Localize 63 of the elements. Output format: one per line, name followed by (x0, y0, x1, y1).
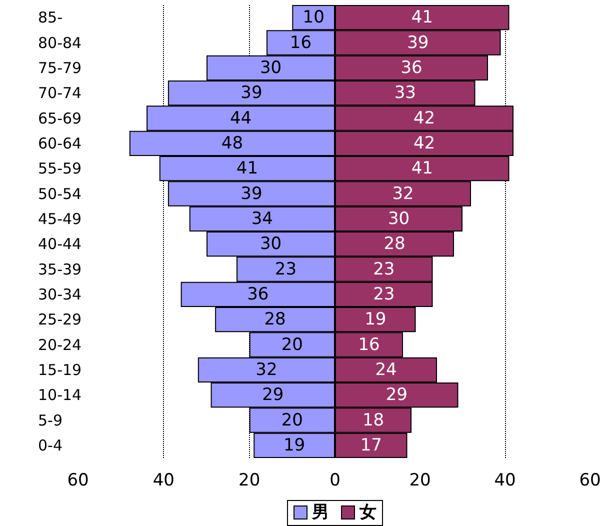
data-label: 42 (413, 108, 436, 128)
data-label: 16 (358, 334, 380, 355)
data-label: 32 (392, 184, 414, 204)
x-tick-label: 60 (67, 470, 89, 490)
y-tick-label: 85- (38, 8, 62, 27)
y-tick-label: 80-84 (38, 34, 82, 52)
data-label: 41 (411, 8, 433, 28)
y-tick-label: 45-49 (38, 210, 82, 228)
data-label: 20 (281, 334, 303, 355)
y-tick-label: 65-69 (38, 109, 82, 128)
y-tick-label: 30-34 (38, 285, 82, 304)
x-tick-label: 60 (579, 470, 600, 490)
data-label: 23 (373, 284, 395, 304)
data-label: 29 (386, 385, 408, 406)
data-label: 41 (411, 158, 433, 179)
data-label: 20 (281, 410, 303, 430)
y-tick-label: 25-29 (38, 310, 82, 329)
data-label: 36 (247, 284, 269, 304)
data-label: 30 (260, 234, 282, 254)
data-label: 39 (240, 184, 262, 204)
data-label: 39 (240, 83, 262, 104)
x-tick-label: 20 (238, 470, 260, 490)
data-label: 24 (375, 360, 397, 380)
data-label: 33 (394, 83, 416, 104)
data-label: 19 (364, 310, 386, 330)
y-tick-label: 10-14 (38, 386, 82, 404)
data-label: 18 (362, 410, 384, 430)
data-label: 10 (302, 8, 324, 28)
data-label: 34 (251, 208, 274, 229)
y-tick-label: 5-9 (38, 411, 62, 430)
y-tick-label: 15-19 (38, 360, 82, 379)
data-label: 42 (413, 133, 436, 154)
data-label: 48 (221, 133, 244, 154)
data-label: 30 (388, 208, 410, 229)
data-label: 23 (373, 259, 395, 280)
y-tick-label: 60-64 (38, 134, 82, 152)
y-tick-label: 75-79 (38, 58, 82, 77)
x-tick-label: 0 (330, 470, 340, 490)
y-tick-label: 0-4 (38, 436, 62, 454)
data-label: 32 (256, 360, 278, 380)
data-label: 39 (407, 32, 429, 53)
data-label: 41 (236, 158, 258, 179)
y-tick-label: 40-44 (38, 235, 82, 254)
data-label: 30 (260, 58, 282, 78)
data-label: 23 (274, 259, 297, 280)
data-label: 17 (360, 435, 382, 456)
y-tick-label: 35-39 (38, 260, 82, 278)
data-label: 44 (230, 108, 252, 128)
y-tick-label: 55-59 (38, 160, 82, 178)
y-tick-label: 70-74 (38, 84, 82, 102)
data-label: 19 (283, 435, 306, 456)
y-tick-label: 50-54 (38, 184, 82, 203)
legend-label: 女 (358, 502, 376, 522)
legend-label: 男 (311, 502, 329, 522)
x-tick-label: 20 (409, 470, 431, 490)
data-label: 36 (400, 58, 422, 78)
x-tick-label: 40 (494, 470, 516, 490)
data-label: 16 (290, 32, 312, 53)
data-label: 29 (262, 385, 284, 406)
data-label: 28 (384, 234, 406, 254)
y-tick-label: 20-24 (38, 336, 82, 354)
x-tick-label: 40 (152, 470, 174, 490)
data-label: 28 (264, 310, 286, 330)
